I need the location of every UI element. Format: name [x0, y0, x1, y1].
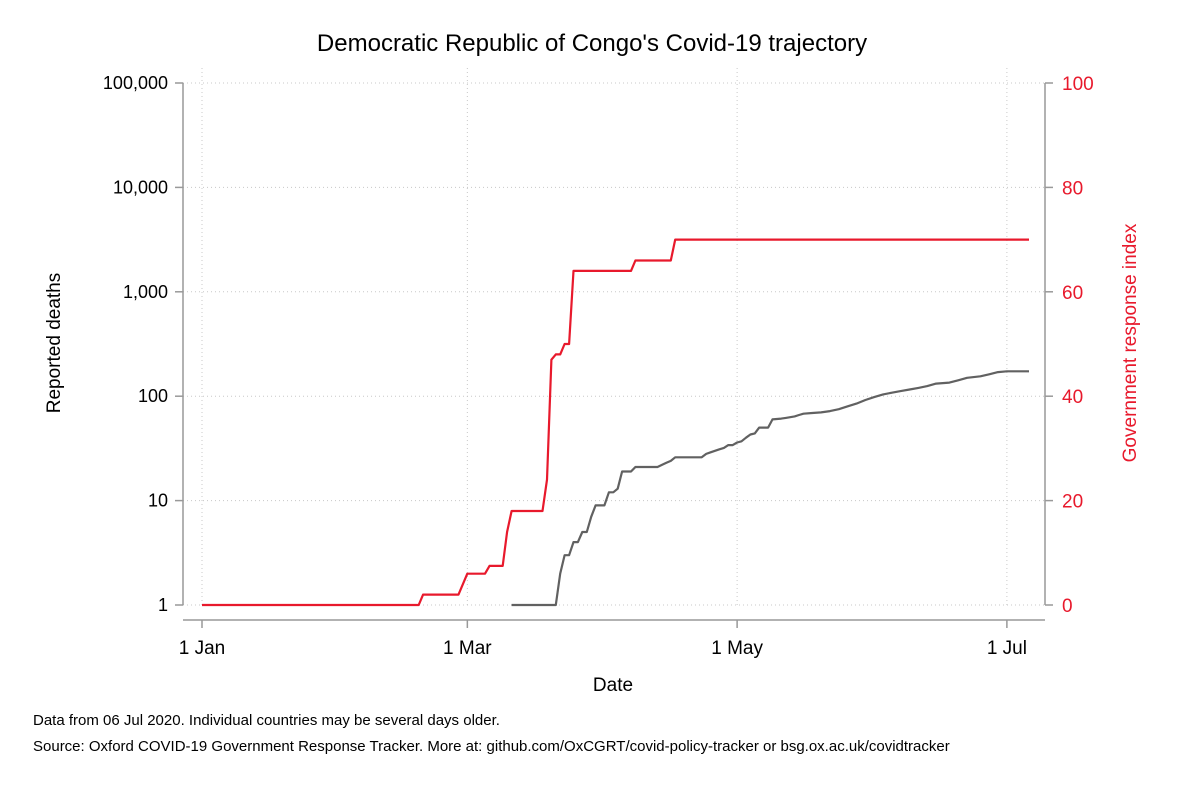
- y-right-tick-label: 80: [1062, 178, 1083, 199]
- response-index-series-line: [202, 238, 1029, 607]
- deaths-series-line: [511, 370, 1029, 607]
- series-lines: [202, 238, 1029, 607]
- y-left-tick-label: 1: [158, 595, 168, 615]
- x-tick-label: 1 Jul: [987, 638, 1027, 659]
- x-tick-label: 1 May: [711, 638, 763, 659]
- y-right-tick-label: 60: [1062, 283, 1083, 304]
- source-note: Source: Oxford COVID-19 Government Respo…: [33, 738, 950, 755]
- x-axis-label: Date: [593, 675, 633, 696]
- y-left-tick-label: 1,000: [123, 282, 168, 302]
- grid-lines: [183, 68, 1045, 606]
- y-right-tick-label: 100: [1062, 74, 1094, 95]
- data-date-note: Data from 06 Jul 2020. Individual countr…: [33, 712, 500, 729]
- y-right-tick-label: 40: [1062, 387, 1083, 408]
- y-left-tick-label: 10: [148, 491, 168, 511]
- chart-title: Democratic Republic of Congo's Covid-19 …: [316, 30, 868, 57]
- y-right-tick-label: 20: [1062, 492, 1083, 513]
- axes: 1 10 100 1,000 10,000 100,000 0 20 40 60 80 100 1 Ja…: [103, 73, 1094, 659]
- y-left-tick-label: 10,000: [113, 177, 168, 197]
- x-tick-label: 1 Jan: [179, 638, 225, 659]
- y-axis-right-label: Government response index: [1120, 223, 1141, 462]
- x-tick-label: 1 Mar: [443, 638, 492, 659]
- y-left-tick-label: 100,000: [103, 73, 168, 93]
- y-axis-left-label: Reported deaths: [44, 273, 65, 414]
- y-right-tick-label: 0: [1062, 596, 1073, 617]
- y-left-tick-label: 100: [138, 386, 168, 406]
